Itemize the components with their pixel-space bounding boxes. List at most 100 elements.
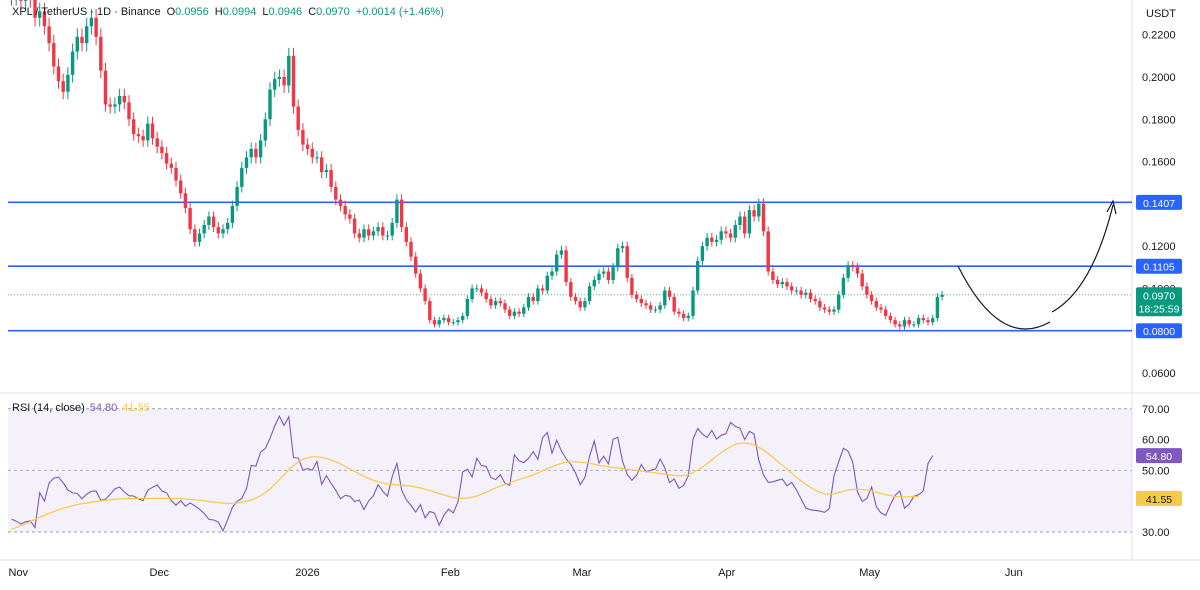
candle-body: [404, 227, 408, 242]
candle-body: [630, 277, 634, 295]
rsi-indicator-label[interactable]: RSI (14, close): [12, 402, 85, 414]
candle-body: [489, 298, 493, 306]
candle-body: [691, 290, 695, 316]
candle-body: [376, 227, 380, 232]
candle-body: [592, 279, 596, 287]
candle-body: [61, 81, 65, 92]
price-tick-label: 0.1600: [1142, 157, 1176, 169]
candle-body: [320, 157, 324, 173]
candle-body: [498, 301, 502, 304]
candles-group: [11, 0, 944, 330]
candle-body: [569, 282, 573, 297]
candle-body: [785, 282, 789, 287]
candle-body: [70, 51, 75, 75]
price-tick-label: 0.0600: [1142, 368, 1176, 380]
candle-body: [33, 0, 37, 18]
candle-body: [649, 305, 653, 310]
candle-body: [884, 309, 888, 316]
candle-body: [414, 256, 418, 274]
time-tick-label: Jun: [1005, 567, 1023, 579]
candle-body: [564, 250, 568, 283]
candle-body: [705, 237, 709, 247]
candle-body: [338, 199, 343, 206]
time-tick-label: 2026: [295, 567, 319, 579]
rsi-tag-text: 54.80: [1146, 451, 1172, 463]
candle-body: [207, 216, 211, 225]
level-tag-bg: [1136, 194, 1182, 210]
candle-body: [221, 229, 225, 234]
candle-body: [851, 265, 855, 268]
candle-body: [103, 70, 108, 105]
candle-body: [804, 292, 808, 295]
candle-body: [681, 313, 686, 319]
rsi-ma-line: [11, 442, 919, 530]
candle-body: [315, 157, 319, 159]
candle-body: [89, 17, 94, 27]
candle-body: [446, 318, 451, 323]
candle-body: [23, 0, 28, 1]
rsi-tick-label: 60.00: [1142, 435, 1170, 447]
candle-body: [771, 271, 775, 280]
candle-body: [371, 231, 376, 236]
candle-body: [573, 296, 578, 302]
candle-body: [733, 224, 737, 238]
candle-body: [658, 305, 662, 310]
candle-body: [921, 318, 925, 321]
currency-label[interactable]: USDT: [1146, 8, 1176, 20]
rsi-ma-tag-text: 41.55: [1146, 494, 1172, 506]
candle-body: [127, 102, 131, 120]
candle-body: [846, 265, 850, 278]
candle-body: [193, 229, 197, 242]
low-value: 0.0946: [268, 6, 303, 18]
candle-body: [837, 294, 841, 310]
candle-body: [235, 186, 239, 206]
grid-group: [0, 0, 1200, 561]
candle-body: [686, 315, 690, 319]
candle-body: [160, 146, 164, 154]
arrow-head: [1106, 199, 1117, 215]
candle-body: [747, 210, 752, 234]
candle-body: [860, 273, 864, 287]
open-value: 0.0956: [175, 6, 209, 18]
rsi-line: [11, 414, 934, 533]
candle-body: [456, 320, 460, 323]
symbol-label[interactable]: XPL / TetherUS · 1D · Binance: [12, 6, 161, 18]
candle-body: [301, 129, 305, 145]
time-tick-label: Nov: [9, 567, 29, 579]
candle-body: [282, 76, 286, 86]
high-key: H: [214, 6, 223, 18]
candle-body: [273, 79, 277, 90]
candle-body: [916, 318, 921, 325]
candle-body: [503, 303, 507, 310]
candle-body: [667, 290, 672, 297]
candle-body: [399, 199, 404, 228]
candle-body: [761, 203, 766, 232]
candle-body: [117, 96, 122, 105]
candle-body: [822, 307, 827, 310]
candle-body: [418, 273, 423, 289]
candle-body: [724, 231, 728, 234]
candle-body: [42, 11, 47, 27]
candle-body: [390, 222, 394, 236]
candle-body: [799, 290, 803, 295]
candle-body: [122, 96, 126, 103]
candle-body: [451, 322, 455, 324]
candle-body: [423, 288, 427, 302]
close-key: C: [308, 6, 317, 18]
candle-body: [663, 290, 667, 306]
candle-body: [56, 66, 61, 82]
candle-body: [531, 296, 535, 302]
rsi-tick-label: 70.00: [1142, 404, 1170, 416]
ohlc-legend: XPL / TetherUS · 1D · Binance O0.0956 H0…: [12, 6, 444, 18]
candle-body: [38, 11, 42, 18]
rsi-legend: RSI (14, close) 54.80 41.55: [12, 402, 150, 414]
candle-body: [287, 55, 291, 86]
candle-body: [869, 294, 874, 302]
candle-body: [310, 148, 314, 158]
candle-body: [625, 246, 629, 278]
change-value: +0.0014 (+1.46%): [355, 6, 444, 18]
candle-body: [672, 296, 676, 312]
upward-arrow: [1051, 204, 1114, 313]
rsi-legend-value: 54.80: [89, 402, 118, 414]
candle-body: [912, 324, 916, 326]
